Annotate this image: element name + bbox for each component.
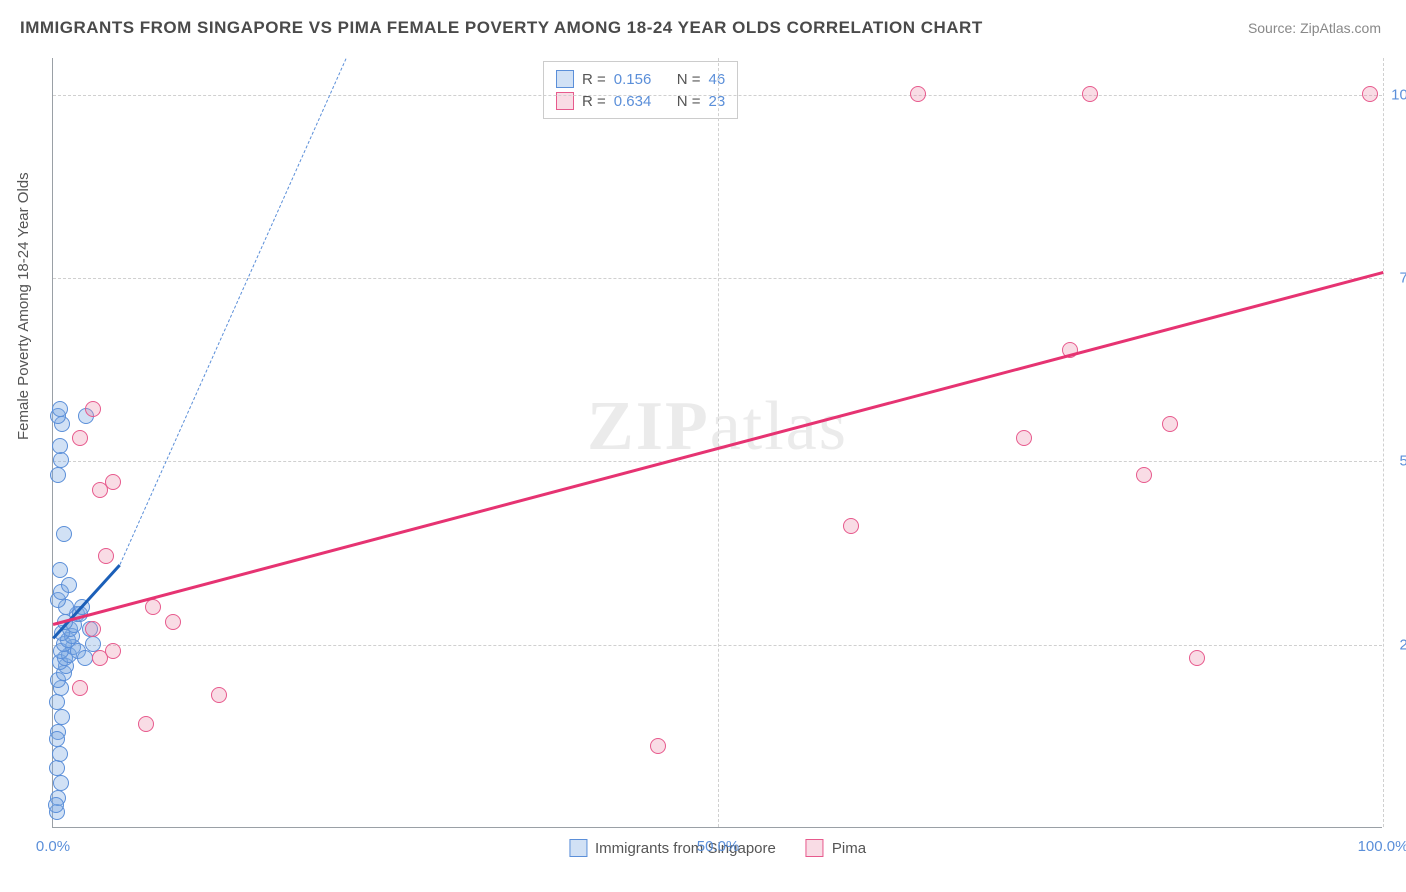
y-tick-label: 50.0% [1387, 453, 1406, 470]
data-point [52, 401, 68, 417]
data-point [54, 709, 70, 725]
legend-correlation-row: R = 0.156 N = 46 [556, 68, 725, 90]
plot-area: ZIPatlas R =0.156N =46R =0.634N =23 Immi… [52, 58, 1382, 828]
legend-correlation-row: R =0.634N =23 [556, 90, 725, 112]
gridline-vertical [718, 58, 719, 827]
data-point [50, 467, 66, 483]
data-point [52, 746, 68, 762]
legend-series-label: Immigrants from Singapore [595, 840, 776, 857]
gridline-vertical [1383, 58, 1384, 827]
data-point [1136, 467, 1152, 483]
legend-r-value: 0.156 [614, 71, 669, 88]
data-point [52, 562, 68, 578]
data-point [98, 548, 114, 564]
legend-r-label: R = [582, 71, 606, 88]
data-point [77, 650, 93, 666]
data-point [145, 599, 161, 615]
data-point [85, 621, 101, 637]
y-axis-label: Female Poverty Among 18-24 Year Olds [15, 172, 32, 440]
data-point [1082, 86, 1098, 102]
data-point [85, 636, 101, 652]
data-point [72, 680, 88, 696]
data-point [49, 731, 65, 747]
data-point [85, 401, 101, 417]
data-point [52, 438, 68, 454]
data-point [49, 760, 65, 776]
data-point [650, 738, 666, 754]
legend-swatch [806, 839, 824, 857]
legend-series-item: Pima [806, 839, 866, 857]
data-point [105, 643, 121, 659]
legend-series-item: Immigrants from Singapore [569, 839, 776, 857]
data-point [1189, 650, 1205, 666]
data-point [910, 86, 926, 102]
y-tick-label: 75.0% [1387, 270, 1406, 287]
x-tick-label: 0.0% [36, 838, 70, 855]
data-point [61, 577, 77, 593]
data-point [53, 452, 69, 468]
source-attribution: Source: ZipAtlas.com [1248, 20, 1381, 36]
watermark-light: atlas [710, 388, 848, 465]
trend-line-extension [119, 58, 346, 564]
x-tick-label: 100.0% [1358, 838, 1406, 855]
legend-n-value: 46 [709, 71, 726, 88]
legend-series-label: Pima [832, 840, 866, 857]
data-point [165, 614, 181, 630]
data-point [72, 430, 88, 446]
data-point [843, 518, 859, 534]
data-point [105, 474, 121, 490]
data-point [1362, 86, 1378, 102]
data-point [1016, 430, 1032, 446]
data-point [1162, 416, 1178, 432]
y-tick-label: 25.0% [1387, 636, 1406, 653]
legend-n-label: N = [677, 71, 701, 88]
data-point [53, 775, 69, 791]
y-tick-label: 100.0% [1387, 86, 1406, 103]
legend-swatch [556, 70, 574, 88]
data-point [49, 694, 65, 710]
data-point [56, 526, 72, 542]
data-point [211, 687, 227, 703]
data-point [138, 716, 154, 732]
data-point [48, 797, 64, 813]
x-tick-label: 50.0% [697, 838, 740, 855]
legend-swatch [569, 839, 587, 857]
chart-title: IMMIGRANTS FROM SINGAPORE VS PIMA FEMALE… [20, 18, 983, 38]
legend-correlation-box: R = 0.156 N = 46 R =0.634N =23 [543, 61, 738, 119]
